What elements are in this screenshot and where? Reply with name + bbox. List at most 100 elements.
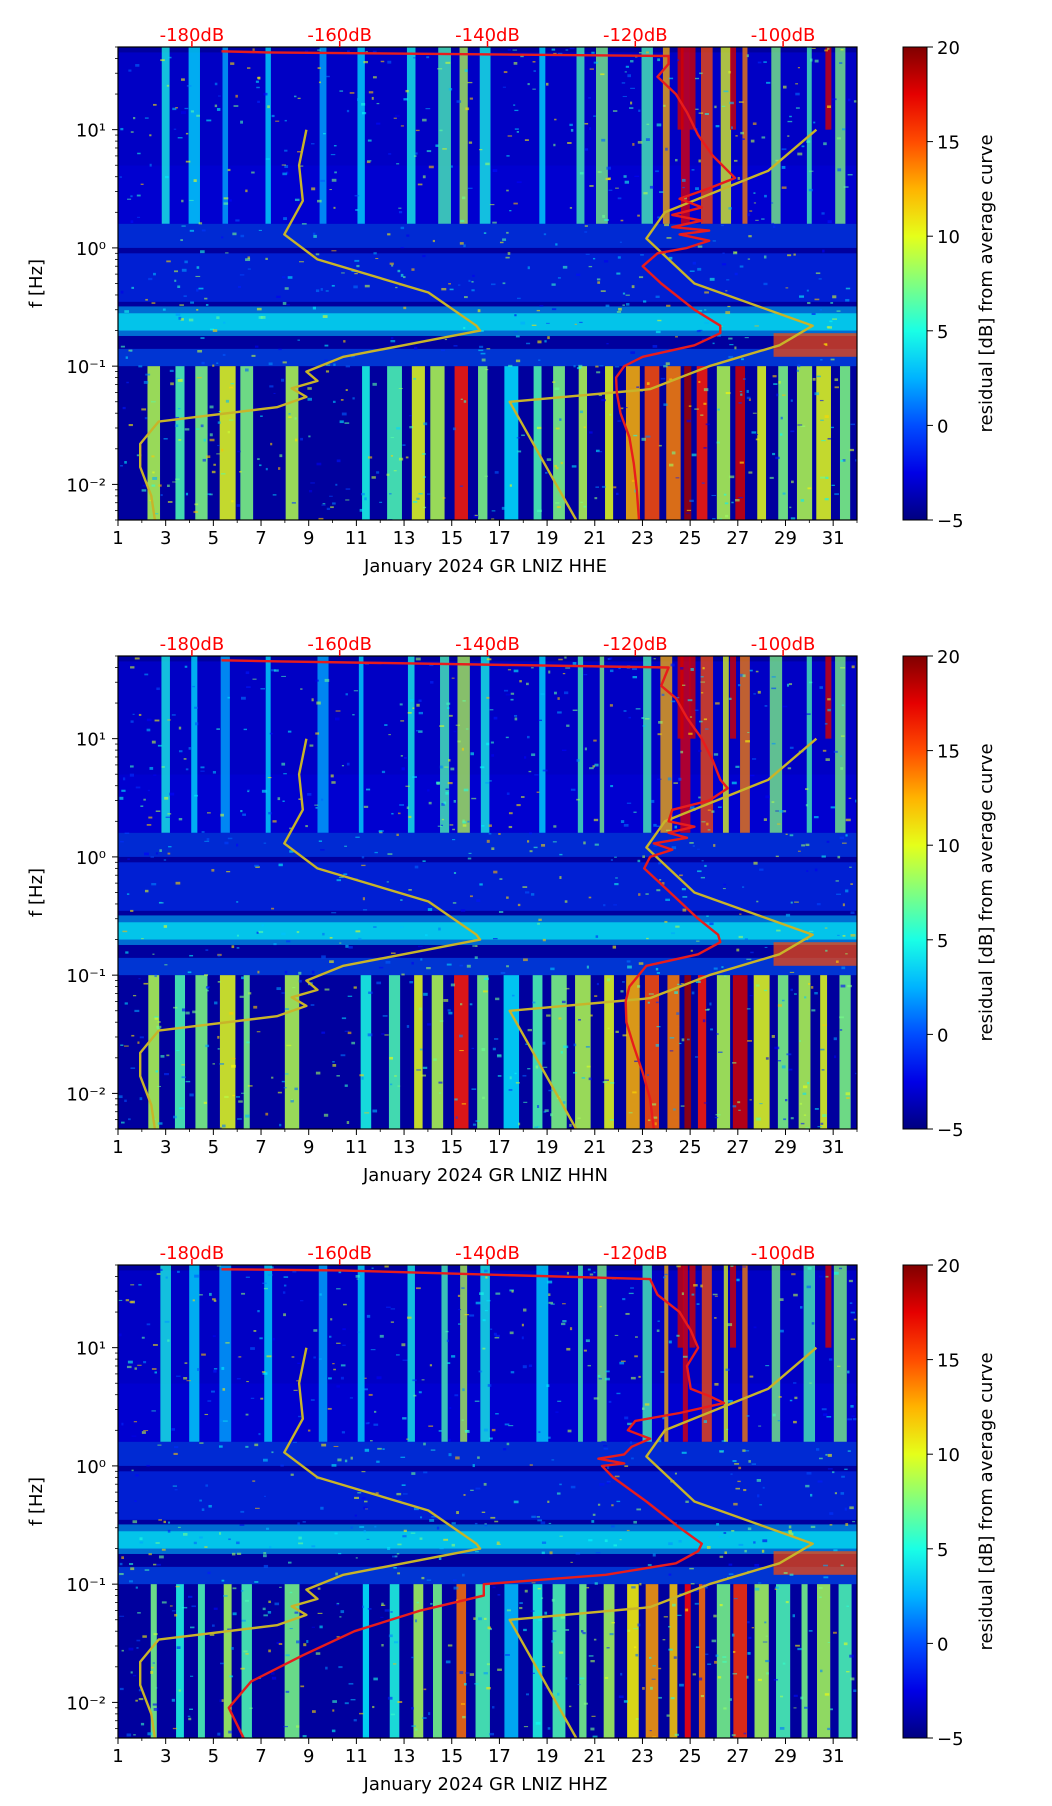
db-axis-tick-label: -160dB — [307, 634, 372, 655]
colorbar-tick-label: 5 — [937, 1540, 948, 1561]
x-tick-label: 23 — [631, 1137, 654, 1158]
y-tick-label: 10¹ — [76, 121, 106, 142]
x-tick-label: 21 — [583, 528, 606, 549]
x-tick-label: 7 — [255, 1137, 266, 1158]
x-tick-label: 7 — [255, 1746, 266, 1767]
x-axis-label: January 2024 GR LNIZ HHN — [362, 1165, 608, 1186]
x-tick-label: 1 — [112, 1137, 123, 1158]
noise-model-high-curve — [508, 128, 818, 520]
x-tick-label: 5 — [208, 528, 219, 549]
y-tick-label: 10¹ — [76, 1339, 106, 1360]
colorbar-tick-label: −5 — [937, 511, 964, 532]
db-axis-tick-label: -140dB — [455, 25, 520, 46]
y-axis-label: f [Hz] — [26, 1477, 47, 1526]
db-axis-tick-label: -120dB — [603, 25, 668, 46]
x-tick-label: 29 — [774, 528, 797, 549]
x-tick-label: 23 — [631, 528, 654, 549]
y-tick-label: 10⁻¹ — [66, 1575, 106, 1596]
colorbar-tick-label: 5 — [937, 322, 948, 343]
colorbar-tick-label: 15 — [937, 1351, 960, 1372]
x-tick-label: 17 — [488, 1746, 511, 1767]
y-tick-label: 10⁻² — [66, 1084, 106, 1105]
colorbar-tick-label: 10 — [937, 227, 960, 248]
colorbar-tick-label: 15 — [937, 742, 960, 763]
noise-model-low-curve — [139, 1347, 482, 1738]
x-tick-label: 15 — [440, 1137, 463, 1158]
y-tick-label: 10⁰ — [76, 1457, 106, 1478]
y-tick-label: 10⁻¹ — [66, 966, 106, 987]
colorbar-tick-label: 5 — [937, 931, 948, 952]
noise-model-low-curve — [139, 738, 482, 1129]
x-tick-label: 13 — [393, 1746, 416, 1767]
noise-model-high-curve — [508, 1346, 818, 1738]
y-axis-label: f [Hz] — [26, 868, 47, 917]
y-tick-label: 10⁻² — [66, 1693, 106, 1714]
colorbar-tick-label: 20 — [937, 1256, 960, 1277]
y-tick-label: 10⁻¹ — [66, 357, 106, 378]
psd-curve — [221, 1268, 726, 1738]
x-tick-label: 11 — [345, 528, 368, 549]
x-tick-label: 13 — [393, 1137, 416, 1158]
x-tick-label: 11 — [345, 1746, 368, 1767]
x-tick-label: 17 — [488, 528, 511, 549]
x-tick-label: 9 — [303, 528, 314, 549]
db-axis-tick-label: -100dB — [751, 1243, 816, 1264]
x-tick-label: 9 — [303, 1746, 314, 1767]
x-tick-label: 3 — [160, 528, 171, 549]
x-tick-label: 1 — [112, 1746, 123, 1767]
x-tick-label: 23 — [631, 1746, 654, 1767]
db-axis-tick-label: -180dB — [160, 634, 225, 655]
noise-model-low-curve — [139, 129, 482, 520]
colorbar-tick-label: 20 — [937, 647, 960, 668]
colorbar-tick-label: 20 — [937, 38, 960, 59]
y-tick-label: 10¹ — [76, 730, 106, 751]
x-tick-label: 21 — [583, 1137, 606, 1158]
colorbar-tick-label: 10 — [937, 836, 960, 857]
x-tick-label: 27 — [726, 528, 749, 549]
x-tick-label: 15 — [440, 1746, 463, 1767]
db-axis-tick-label: -180dB — [160, 25, 225, 46]
db-axis-tick-label: -120dB — [603, 1243, 668, 1264]
colorbar-tick-label: 10 — [937, 1445, 960, 1466]
colorbar: −5 0 5 10 15 20 residual [dB] from average cur… — [902, 38, 997, 532]
x-tick-label: 5 — [208, 1137, 219, 1158]
x-tick-label: 21 — [583, 1746, 606, 1767]
colorbar-label: residual [dB] from average curve — [976, 1352, 997, 1650]
x-tick-label: 9 — [303, 1137, 314, 1158]
x-tick-label: 17 — [488, 1137, 511, 1158]
y-axis-label: f [Hz] — [26, 259, 47, 308]
x-tick-label: 31 — [822, 1746, 845, 1767]
x-tick-label: 29 — [774, 1137, 797, 1158]
colorbar-tick-label: 0 — [937, 416, 948, 437]
db-axis-tick-label: -160dB — [307, 25, 372, 46]
x-tick-label: 15 — [440, 528, 463, 549]
spectrogram-heatmap — [118, 1265, 857, 1738]
db-axis-tick-label: -140dB — [455, 634, 520, 655]
colorbar-tick-label: −5 — [937, 1120, 964, 1141]
x-tick-label: 19 — [536, 1137, 559, 1158]
db-axis-tick-label: -100dB — [751, 25, 816, 46]
psd-curve — [221, 659, 729, 1129]
db-axis-tick-label: -160dB — [307, 1243, 372, 1264]
psd-curve — [221, 50, 737, 520]
colorbar-label: residual [dB] from average curve — [976, 743, 997, 1041]
colorbar-tick-label: 15 — [937, 133, 960, 154]
spectrogram-heatmap — [118, 656, 857, 1129]
x-tick-label: 13 — [393, 528, 416, 549]
x-tick-label: 5 — [208, 1746, 219, 1767]
x-tick-label: 29 — [774, 1746, 797, 1767]
y-tick-label: 10⁰ — [76, 239, 106, 260]
x-tick-label: 25 — [679, 1746, 702, 1767]
x-tick-label: 31 — [822, 528, 845, 549]
x-tick-label: 27 — [726, 1746, 749, 1767]
db-axis-tick-label: -140dB — [455, 1243, 520, 1264]
x-tick-label: 3 — [160, 1746, 171, 1767]
x-axis-label: January 2024 GR LNIZ HHE — [363, 556, 607, 577]
colorbar: −5 0 5 10 15 20 residual [dB] from average cur… — [902, 647, 997, 1141]
x-tick-label: 25 — [679, 1137, 702, 1158]
y-tick-label: 10⁰ — [76, 848, 106, 869]
